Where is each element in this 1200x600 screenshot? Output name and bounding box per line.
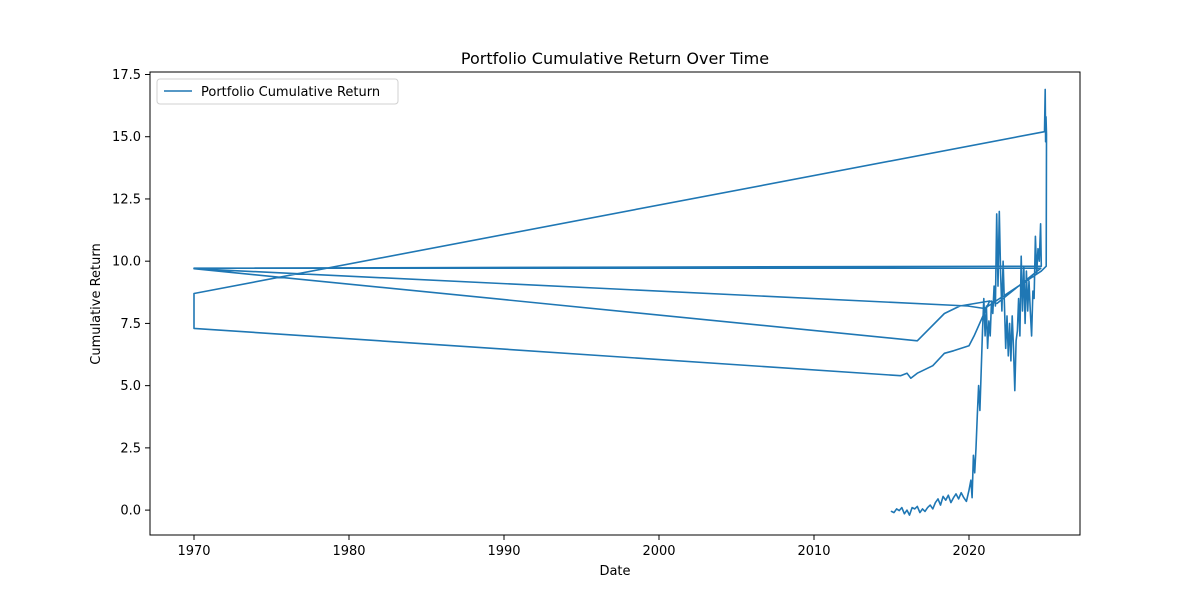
y-tick-label: 0.0 — [120, 504, 141, 519]
plot-frame — [149, 71, 1081, 536]
y-tick-label: 7.5 — [120, 317, 141, 332]
legend: Portfolio Cumulative Return — [156, 78, 399, 105]
series-line-portfolio-cumulative-return — [193, 88, 1048, 516]
x-axis: 1970 1980 1990 2000 2010 2020 — [177, 535, 986, 559]
x-tick-label: 2020 — [952, 544, 985, 559]
x-tick-label: 2010 — [797, 544, 830, 559]
y-axis: 0.0 2.5 5.0 7.5 10.0 12.5 15.0 17.5 — [112, 68, 150, 519]
plot-area — [149, 71, 1081, 536]
y-tick-label: 12.5 — [112, 192, 141, 207]
x-tick-label: 1980 — [332, 544, 365, 559]
y-tick-label: 2.5 — [120, 441, 141, 456]
y-tick-label: 5.0 — [120, 379, 141, 394]
y-tick-label: 15.0 — [112, 130, 141, 145]
x-tick-label: 1990 — [487, 544, 520, 559]
legend-box — [156, 78, 399, 105]
x-axis-label: Date — [599, 564, 630, 579]
y-axis-label: Cumulative Return — [89, 243, 104, 364]
legend-label: Portfolio Cumulative Return — [201, 85, 380, 100]
x-tick-label: 2000 — [642, 544, 675, 559]
chart-title: Portfolio Cumulative Return Over Time — [461, 49, 769, 68]
y-tick-label: 17.5 — [112, 68, 141, 83]
x-tick-label: 1970 — [177, 544, 210, 559]
y-tick-label: 10.0 — [112, 255, 141, 270]
